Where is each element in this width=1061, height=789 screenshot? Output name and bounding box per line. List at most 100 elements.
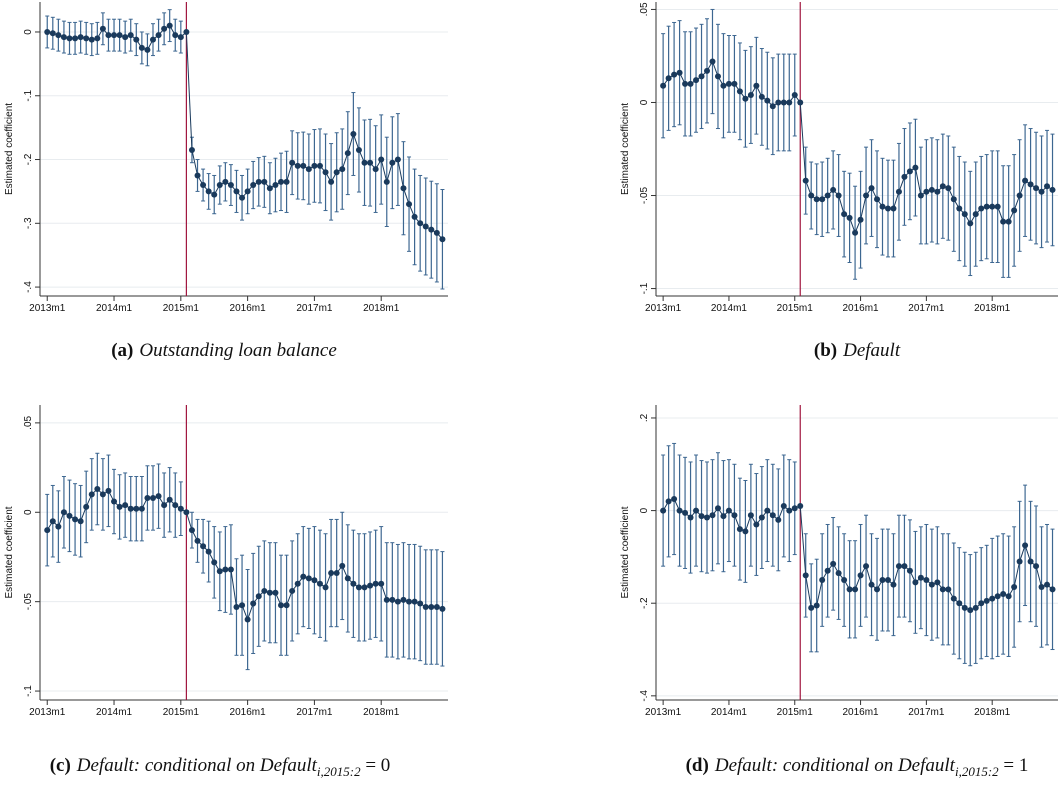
coef-point — [994, 203, 1001, 210]
coef-point — [227, 182, 234, 189]
coef-point — [83, 503, 90, 510]
coef-point — [884, 577, 891, 584]
coef-point — [989, 203, 996, 210]
coef-point — [714, 505, 721, 512]
coef-point — [764, 97, 771, 104]
coef-point — [127, 32, 134, 39]
coef-point — [928, 186, 935, 193]
coef-point — [378, 156, 385, 163]
coef-point — [116, 503, 123, 510]
coef-point — [813, 196, 820, 203]
coef-point — [698, 73, 705, 80]
coef-point — [439, 236, 446, 243]
coef-point — [367, 582, 374, 589]
y-axis-label: Estimated coefficient — [4, 506, 15, 598]
coef-point — [216, 568, 223, 575]
y-tick-label: -.1 — [23, 89, 34, 101]
coef-point — [874, 196, 881, 203]
y-axis-label: Estimated coefficient — [620, 103, 631, 195]
coef-point — [939, 183, 946, 190]
coef-point — [216, 182, 223, 189]
coef-point — [720, 513, 727, 520]
y-tick-label: .05 — [23, 415, 34, 429]
coef-point — [660, 507, 667, 514]
coef-point — [138, 505, 145, 512]
coef-point — [813, 602, 820, 609]
coef-point — [177, 34, 184, 41]
coef-point — [934, 579, 941, 586]
coef-point — [906, 567, 913, 574]
coef-point — [824, 192, 831, 199]
coef-point — [874, 586, 881, 593]
coef-point — [383, 178, 390, 185]
coef-point — [1016, 558, 1023, 565]
x-tick-label: 2015m1 — [163, 707, 200, 718]
coef-point — [1049, 186, 1056, 193]
coef-point — [1022, 177, 1029, 184]
coef-point — [1022, 542, 1029, 549]
coef-point — [775, 99, 782, 106]
coef-point — [55, 523, 62, 530]
coef-point — [802, 177, 809, 184]
caption-text: Outstanding loan balance — [139, 340, 336, 361]
coef-point — [105, 487, 112, 494]
coef-point — [950, 196, 957, 203]
x-tick-label: 2015m1 — [777, 303, 814, 314]
coef-point — [149, 36, 156, 43]
x-tick-label: 2017m1 — [908, 303, 945, 314]
coef-point — [222, 566, 229, 573]
coef-point — [94, 486, 101, 493]
x-tick-label: 2014m1 — [96, 707, 133, 718]
coef-point — [278, 178, 285, 185]
coef-point — [714, 73, 721, 80]
x-tick-label: 2018m1 — [363, 303, 400, 314]
coef-point — [155, 32, 162, 39]
x-tick-label: 2016m1 — [842, 303, 879, 314]
coef-point — [1027, 558, 1034, 565]
coef-point — [311, 577, 318, 584]
caption-text: Default: conditional on Default — [76, 755, 318, 776]
coef-point — [161, 502, 168, 509]
x-tick-label: 2017m1 — [296, 303, 333, 314]
coef-point — [261, 178, 268, 185]
coef-point — [422, 223, 429, 230]
coef-point — [912, 164, 919, 171]
coef-point — [350, 580, 357, 587]
x-tick-label: 2014m1 — [96, 303, 133, 314]
coef-point — [261, 587, 268, 594]
coef-point — [149, 494, 156, 501]
coef-point — [725, 507, 732, 514]
coef-point — [394, 598, 401, 605]
coef-point — [906, 168, 913, 175]
coef-point — [72, 516, 79, 523]
coef-point — [758, 93, 765, 100]
coef-point — [693, 77, 700, 84]
coef-point — [978, 600, 985, 607]
coef-point — [383, 596, 390, 603]
coef-point — [183, 509, 190, 516]
y-tick-label: .05 — [639, 2, 650, 16]
coef-point — [709, 58, 716, 65]
coef-point — [278, 602, 285, 609]
coef-point — [797, 502, 804, 509]
coef-point — [1044, 581, 1051, 588]
coef-point — [731, 80, 738, 87]
coef-point — [339, 562, 346, 569]
y-tick-label: 0 — [23, 509, 34, 515]
coef-point — [417, 600, 424, 607]
coef-point — [753, 82, 760, 89]
coef-point — [394, 156, 401, 163]
coef-point — [344, 575, 351, 582]
y-tick-label: -.2 — [23, 153, 34, 165]
coef-point — [884, 205, 891, 212]
coef-point — [682, 80, 689, 87]
coef-point — [923, 188, 930, 195]
coef-point — [819, 196, 826, 203]
coef-point — [687, 80, 694, 87]
coef-point — [901, 173, 908, 180]
coef-point — [725, 80, 732, 87]
coef-point — [66, 512, 73, 519]
x-tick-label: 2015m1 — [777, 707, 814, 718]
coef-point — [328, 570, 335, 577]
